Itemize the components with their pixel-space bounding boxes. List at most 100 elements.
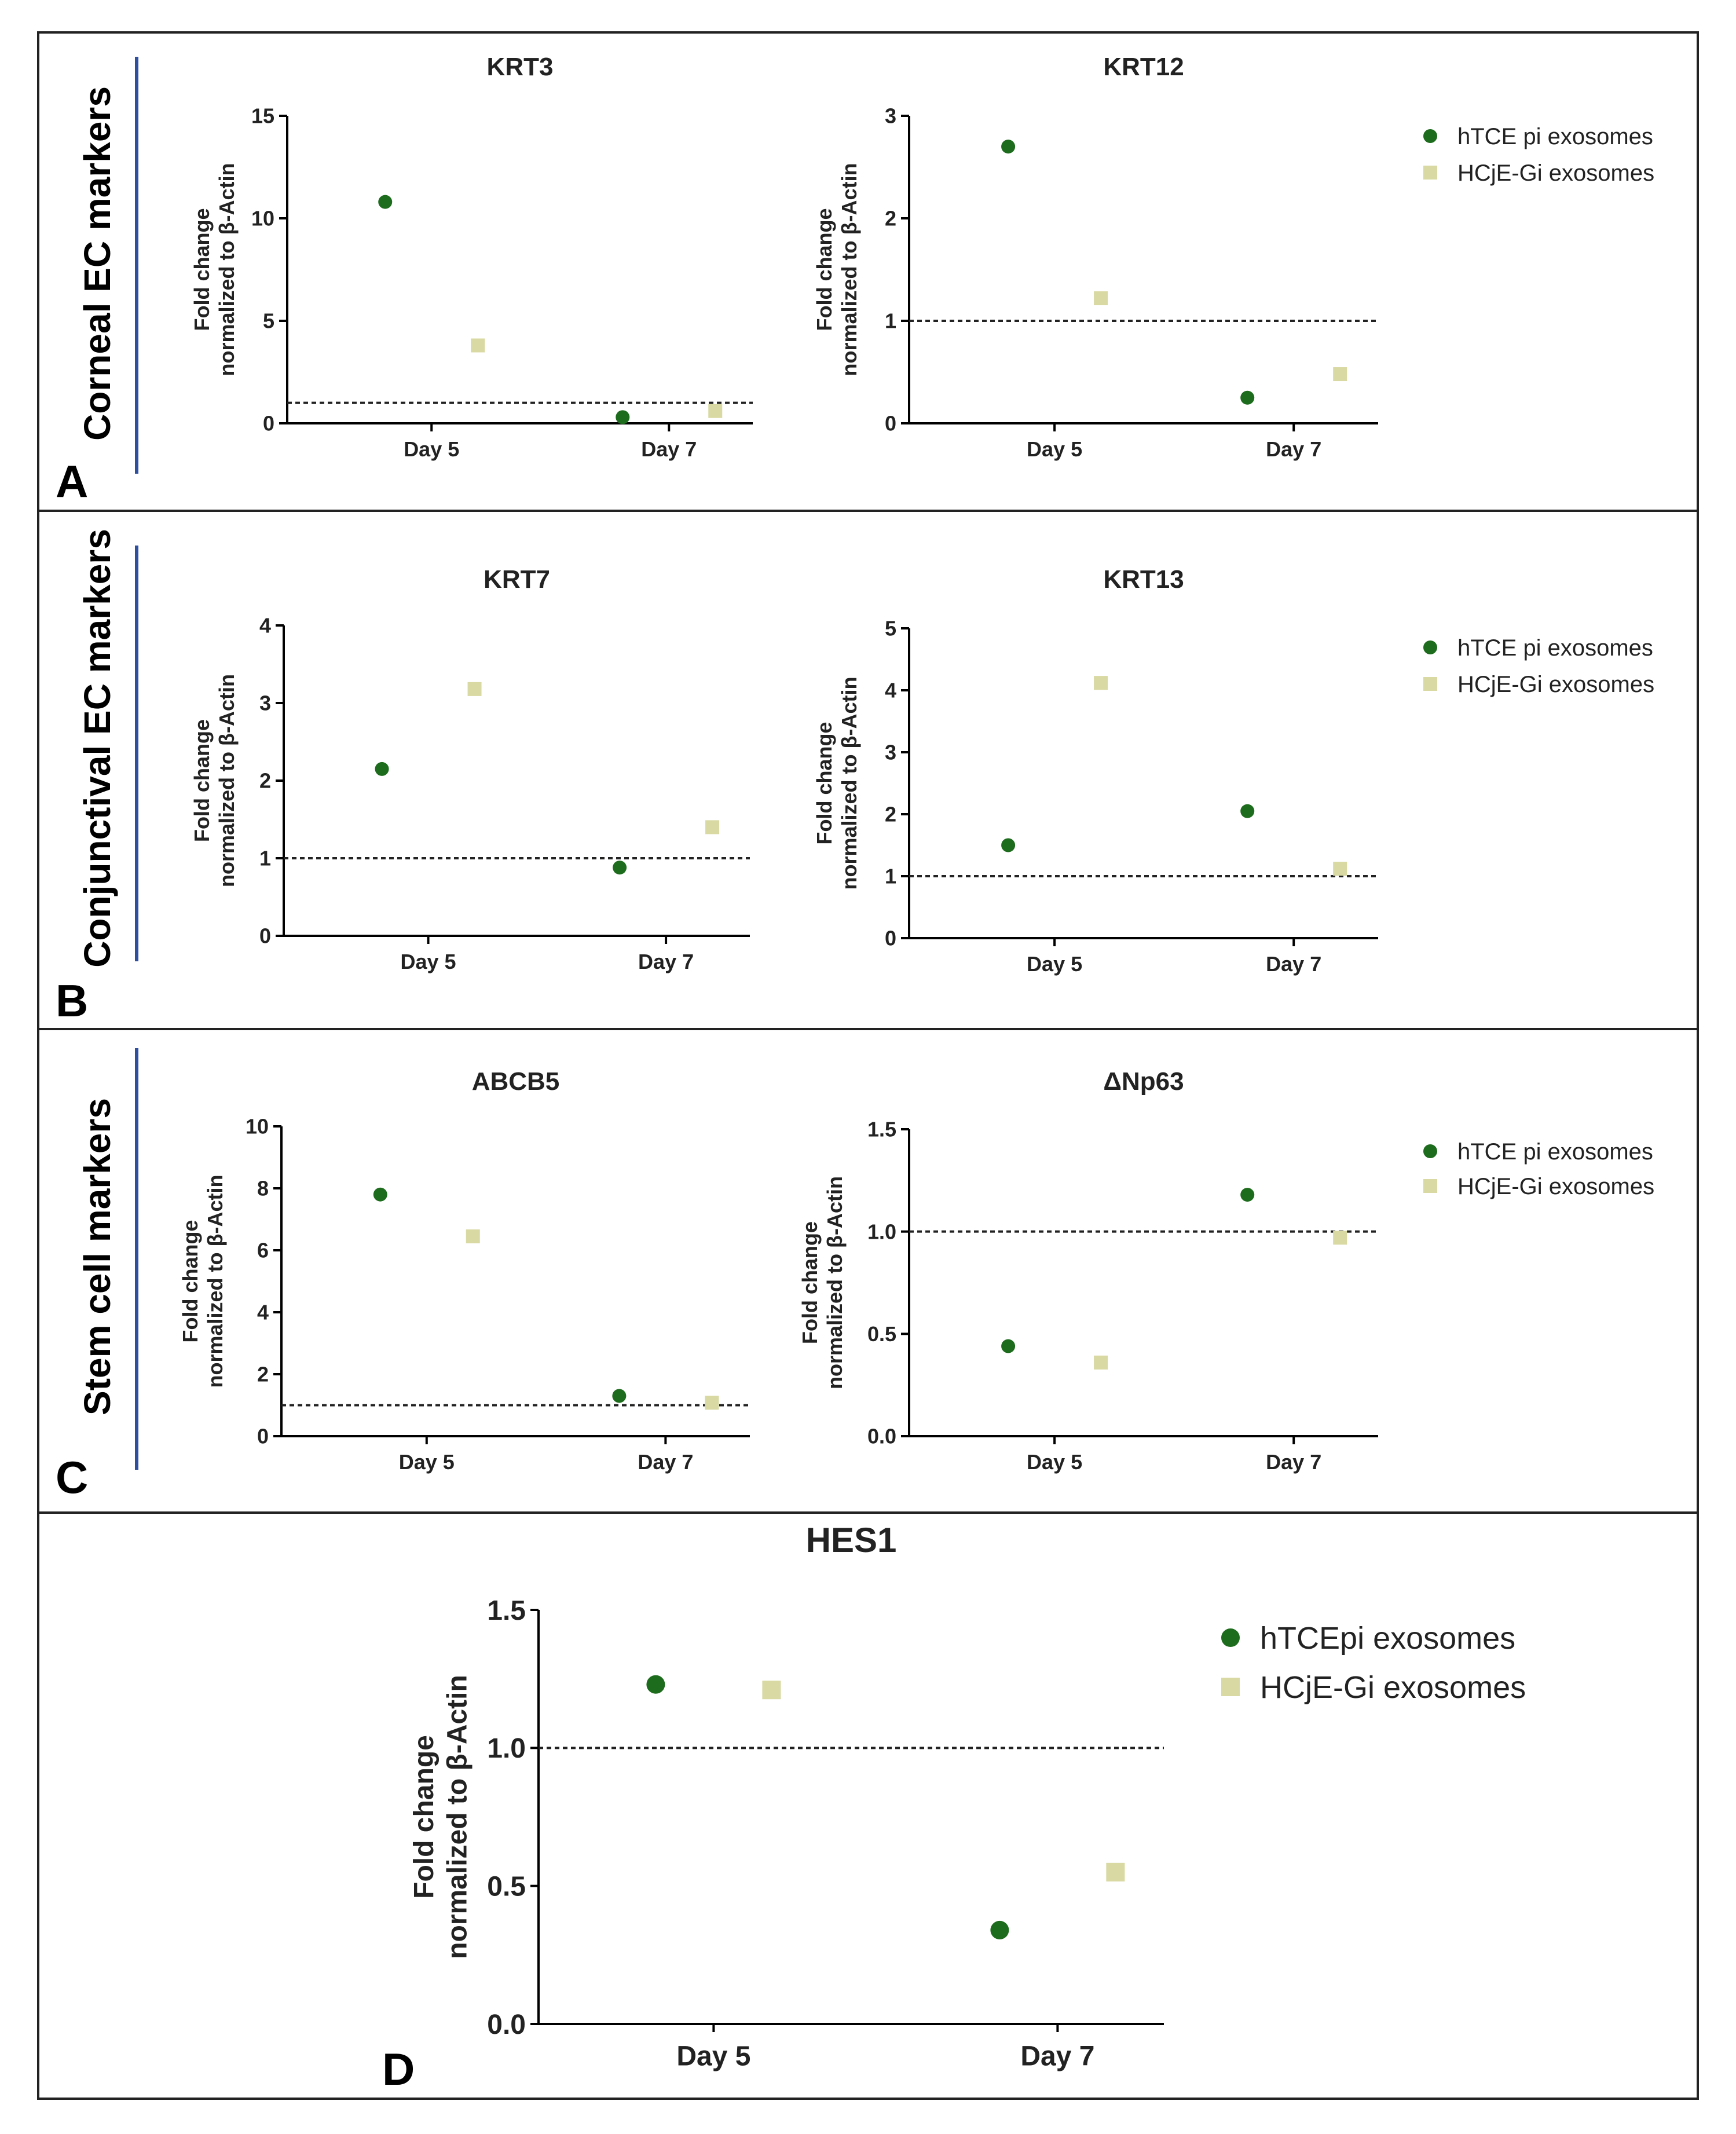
legend-panel-c: hTCE pi exosomes HCjE-Gi exosomes: [1423, 1139, 1654, 1199]
y-axis-title-line: Fold change: [190, 719, 214, 842]
point-series-1: [373, 1187, 387, 1202]
point-series-1: [1240, 1188, 1255, 1202]
y-tick-label: 5: [263, 309, 274, 333]
y-tick-label: 1: [885, 309, 896, 333]
legend-marker-circle: [1423, 129, 1437, 143]
point-series-2: [471, 338, 485, 353]
point-series-1: [613, 861, 627, 875]
legend-panel-a: hTCE pi exosomes HCjE-Gi exosomes: [1423, 124, 1654, 186]
x-tick-label: Day 5: [676, 2041, 750, 2072]
y-axis-title: Fold change normalized to β-Actin: [178, 1175, 227, 1388]
point-series-2: [1333, 862, 1347, 876]
point-series-2: [466, 1229, 480, 1243]
point-series-1: [1001, 838, 1016, 852]
panel-d-frame: [37, 1511, 1699, 2100]
y-tick-label: 3: [885, 104, 896, 128]
panel-c-frame: [37, 1028, 1699, 1514]
chart-title: KRT3: [487, 53, 554, 81]
x-tick-label: Day 7: [1266, 437, 1321, 461]
point-series-2: [1333, 1231, 1347, 1245]
x-tick-label: Day 5: [399, 1450, 455, 1474]
chart-krt12: KRT12 0 1 2 3 Day 5 Day 7 Fold change normalized…: [812, 53, 1378, 461]
point-series-2: [1333, 367, 1347, 382]
x-tick-label: Day 7: [638, 1450, 693, 1474]
y-axis-title-line: Fold change: [798, 1221, 822, 1344]
legend-label: hTCE pi exosomes: [1457, 124, 1653, 149]
y-tick-label: 0.5: [867, 1322, 896, 1346]
y-axis-title: Fold change normalized to β-Actin: [798, 1176, 847, 1389]
y-tick-label: 4: [257, 1301, 269, 1324]
y-tick-label: 0: [885, 927, 896, 950]
y-tick-label: 1.5: [867, 1118, 896, 1141]
chart-krt13: KRT13 0 1 2 3 4 5 Day 5 Day 7 Fold change normaliz…: [812, 565, 1378, 976]
y-tick-label: 0: [263, 412, 274, 435]
y-axis-title-line: normalized to β-Actin: [823, 1176, 847, 1389]
y-tick-label: 5: [885, 617, 896, 640]
legend-label: hTCEpi exosomes: [1260, 1621, 1515, 1656]
y-tick-label: 10: [251, 207, 274, 230]
chart-title: HES1: [806, 1521, 897, 1560]
y-axis-title-line: Fold change: [812, 722, 836, 844]
legend-marker-circle: [1423, 1144, 1437, 1158]
panel-b-frame: [37, 510, 1699, 1030]
y-axis-title-line: Fold change: [409, 1735, 440, 1899]
legend-label: HCjE-Gi exosomes: [1457, 1174, 1654, 1199]
chart-title: ΔNp63: [1103, 1067, 1184, 1096]
y-tick-label: 1: [885, 865, 896, 888]
y-axis-title-line: normalized to β-Actin: [837, 677, 861, 890]
y-tick-label: 2: [257, 1363, 269, 1386]
x-tick-label: Day 7: [641, 437, 697, 461]
point-series-1: [990, 1920, 1009, 1939]
y-axis-title-line: normalized to β-Actin: [215, 674, 239, 887]
chart-title: ABCB5: [472, 1067, 560, 1096]
y-tick-label: 0.5: [487, 1871, 526, 1902]
point-series-2: [705, 820, 720, 834]
panel-b-side-label: Conjunctival EC markers: [76, 529, 118, 968]
legend-label: HCjE-Gi exosomes: [1457, 672, 1654, 697]
panel-d-letter: D: [382, 2044, 415, 2095]
y-tick-label: 15: [251, 104, 274, 128]
legend-marker-square: [1423, 677, 1437, 691]
point-series-1: [375, 762, 389, 776]
point-series-1: [1001, 140, 1016, 154]
y-tick-label: 3: [885, 741, 896, 764]
panel-c-letter: C: [56, 1452, 88, 1503]
y-tick-label: 2: [259, 769, 271, 793]
point-series-1: [1001, 1339, 1016, 1353]
y-tick-label: 10: [246, 1115, 269, 1139]
y-axis-title: Fold change normalized to β-Actin: [190, 163, 239, 376]
y-tick-label: 0: [885, 412, 896, 435]
y-tick-label: 0: [257, 1425, 269, 1448]
point-series-2: [708, 404, 723, 418]
legend-panel-d: hTCEpi exosomes HCjE-Gi exosomes: [1221, 1621, 1526, 1705]
y-axis-title: Fold change normalized to β-Actin: [812, 163, 861, 376]
point-series-2: [467, 682, 482, 696]
x-tick-label: Day 5: [1027, 952, 1082, 976]
y-axis-title-line: Fold change: [190, 208, 214, 331]
point-series-1: [1240, 804, 1255, 818]
point-series-1: [616, 410, 630, 424]
panel-b-letter: B: [56, 975, 88, 1026]
y-axis-title-line: Fold change: [812, 208, 836, 331]
y-axis-title-line: normalized to β-Actin: [215, 163, 239, 376]
y-tick-label: 4: [259, 614, 271, 638]
x-tick-label: Day 5: [1027, 437, 1082, 461]
y-tick-label: 2: [885, 803, 896, 826]
point-series-1: [612, 1389, 627, 1403]
point-series-1: [1240, 390, 1255, 405]
y-axis-title: Fold change normalized to β-Actin: [190, 674, 239, 887]
chart-dnp63: ΔNp63 0.0 0.5 1.0 1.5 Day 5 Day 7 Fold change no…: [798, 1067, 1378, 1474]
chart-krt3: KRT3 0 5 10 15 Day 5 Day 7 Fold change normalize…: [190, 53, 753, 461]
x-tick-label: Day 7: [1020, 2041, 1094, 2072]
x-tick-label: Day 5: [1027, 1450, 1082, 1474]
legend-label: HCjE-Gi exosomes: [1457, 160, 1654, 186]
y-tick-label: 0.0: [867, 1425, 896, 1448]
legend-panel-b: hTCE pi exosomes HCjE-Gi exosomes: [1423, 635, 1654, 697]
point-series-2: [705, 1396, 719, 1410]
x-tick-label: Day 5: [404, 437, 459, 461]
x-tick-label: Day 5: [401, 950, 456, 973]
point-series-1: [646, 1675, 665, 1694]
y-tick-label: 3: [259, 691, 271, 715]
chart-krt7: KRT7 0 1 2 3 4 Day 5 Day 7 Fold change normalized…: [190, 565, 750, 973]
